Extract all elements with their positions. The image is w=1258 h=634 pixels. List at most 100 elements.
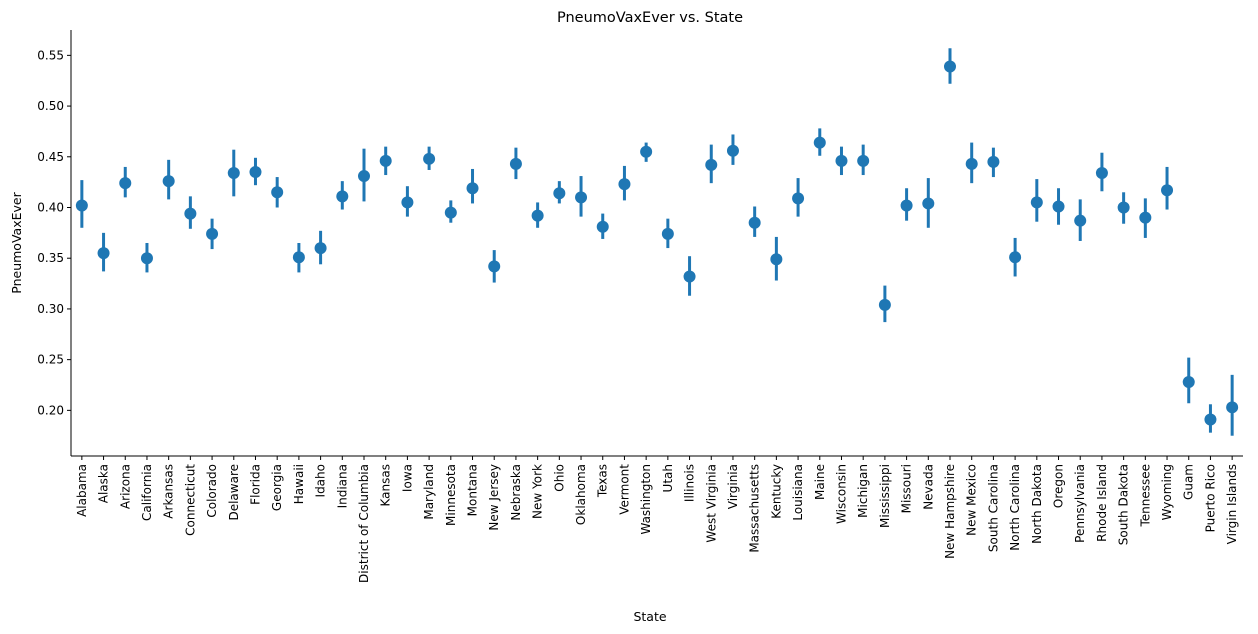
data-point [162, 175, 175, 188]
data-point [640, 145, 653, 158]
y-tick-label: 0.35 [37, 251, 64, 265]
x-tick-label: Texas [596, 464, 610, 498]
data-point [227, 167, 240, 180]
chart-title: PneumoVaxEver vs. State [557, 10, 743, 26]
data-point [1226, 401, 1239, 414]
data-point [878, 298, 891, 311]
x-tick-label: Oklahoma [574, 464, 588, 525]
x-tick-label: West Virginia [704, 464, 718, 543]
x-tick-label: Tennessee [1138, 464, 1152, 528]
data-point [553, 187, 566, 200]
data-point [1052, 200, 1065, 213]
x-tick-label: North Carolina [1008, 464, 1022, 551]
data-point [748, 216, 761, 229]
data-point [813, 136, 826, 149]
x-tick-label: Minnesota [444, 464, 458, 526]
data-point [1095, 167, 1108, 180]
data-point [1161, 184, 1174, 197]
data-point [184, 207, 197, 220]
data-point [1117, 201, 1130, 214]
x-tick-label: Colorado [205, 464, 219, 518]
x-tick-label: Ohio [552, 464, 566, 492]
x-tick-label: Alabama [75, 464, 89, 517]
y-tick-label: 0.20 [37, 403, 64, 417]
data-point [314, 242, 327, 255]
x-tick-label: California [140, 464, 154, 521]
x-axis: Alabama Alaska Arizona California Arkansas Co… [71, 455, 1243, 583]
x-tick-label: Pennsylvania [1073, 464, 1087, 543]
x-tick-label: New Mexico [965, 464, 979, 536]
data-point [944, 60, 956, 73]
data-point [379, 154, 392, 167]
x-tick-label: Montana [466, 464, 480, 516]
x-tick-label: Michigan [856, 464, 870, 518]
y-tick-label: 0.25 [37, 353, 64, 367]
x-tick-label: Rhode Island [1095, 464, 1109, 542]
data-point [488, 260, 501, 273]
x-tick-label: Alaska [97, 464, 111, 503]
data-point [336, 190, 349, 203]
data-point [683, 270, 696, 283]
data-point [444, 206, 457, 219]
data-point [401, 196, 414, 209]
x-tick-label: North Dakota [1030, 464, 1044, 544]
data-point [423, 152, 436, 165]
data-point [509, 157, 522, 170]
data-point [575, 191, 588, 204]
x-tick-label: Maryland [422, 464, 436, 520]
x-tick-label: Kansas [379, 464, 393, 506]
x-tick-label: South Carolina [986, 464, 1000, 552]
x-tick-label: Maine [813, 464, 827, 500]
x-tick-label: Hawaii [292, 464, 306, 504]
x-tick-label: Florida [248, 464, 262, 505]
data-point [792, 192, 805, 205]
data-point [965, 157, 978, 170]
y-tick-label: 0.50 [37, 99, 64, 113]
x-tick-label: Idaho [314, 464, 328, 497]
data-point [1074, 214, 1087, 227]
data-point [75, 199, 88, 212]
data-point [292, 251, 305, 264]
y-tick-label: 0.55 [37, 48, 64, 62]
data-point [1030, 196, 1043, 209]
x-tick-label: Kentucky [769, 464, 783, 519]
y-tick-label: 0.40 [37, 201, 64, 215]
data-point [705, 158, 718, 171]
x-tick-label: South Dakota [1117, 464, 1131, 545]
x-tick-label: Connecticut [183, 464, 197, 536]
x-tick-label: Louisiana [791, 464, 805, 521]
x-tick-label: Guam [1182, 464, 1196, 500]
x-axis-label: State [633, 609, 666, 624]
data-point [249, 166, 262, 178]
data-point [1204, 413, 1217, 426]
x-tick-label: Vermont [617, 464, 631, 515]
x-tick-label: Wyoming [1160, 464, 1174, 520]
data-point [922, 197, 935, 210]
y-axis-label: PneumoVaxEver [9, 191, 24, 293]
x-tick-label: Missouri [900, 464, 914, 513]
x-tick-label: Oregon [1052, 464, 1066, 508]
x-tick-label: Virginia [726, 464, 740, 509]
data-point [119, 177, 132, 190]
x-tick-label: Puerto Rico [1203, 464, 1217, 532]
x-tick-label: Iowa [400, 464, 414, 492]
data-point [618, 178, 631, 191]
data-series [75, 48, 1239, 436]
data-point [206, 227, 219, 240]
x-tick-label: Georgia [270, 464, 284, 511]
x-tick-label: Washington [639, 464, 653, 535]
data-point [271, 186, 284, 199]
y-axis: 0.20 0.25 0.30 0.35 0.40 0.45 0.50 0.55 [37, 30, 72, 456]
x-tick-label: Nevada [921, 464, 935, 510]
x-tick-label: Virgin Islands [1225, 464, 1239, 544]
y-tick-label: 0.30 [37, 302, 64, 316]
x-tick-label: Arkansas [162, 464, 176, 519]
data-point [661, 227, 674, 240]
data-point [726, 144, 739, 157]
data-point [857, 154, 870, 167]
x-tick-label: Mississippi [878, 464, 892, 528]
data-point [531, 209, 544, 222]
x-tick-label: Utah [661, 464, 675, 492]
x-tick-label: Illinois [683, 464, 697, 502]
